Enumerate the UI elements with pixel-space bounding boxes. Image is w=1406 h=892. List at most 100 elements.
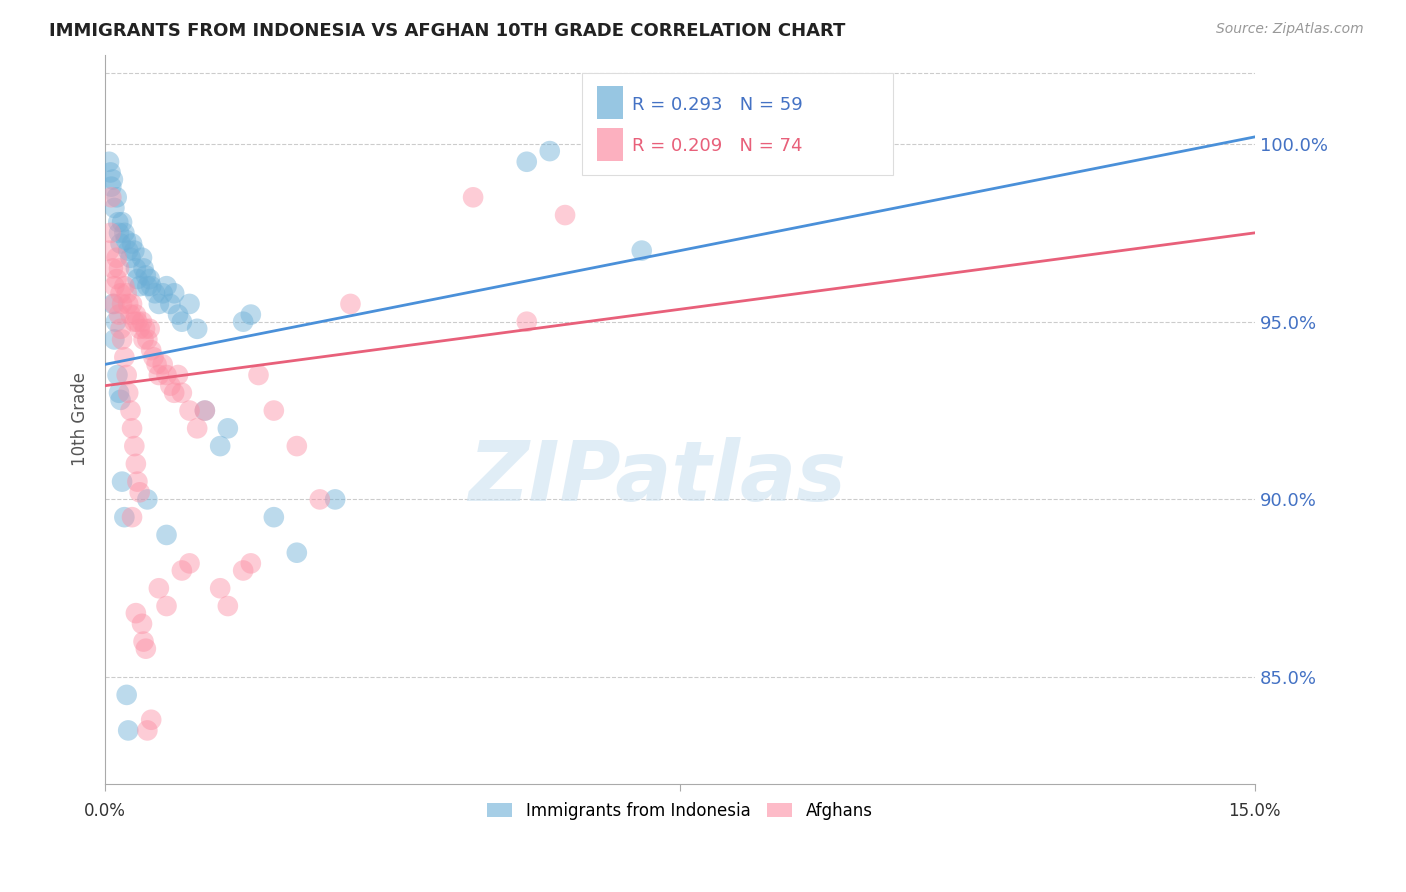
Point (136, 492, 159, 507)
Legend: Immigrants from Indonesia, Afghans: Immigrants from Indonesia, Afghans (481, 795, 879, 826)
Point (125, 308, 148, 322)
Point (263, 403, 285, 417)
Bar (598, 87, 623, 120)
Point (155, 368, 177, 382)
Point (135, 641, 157, 656)
Point (516, 154, 538, 169)
Point (217, 599, 239, 613)
Point (152, 357, 174, 371)
FancyBboxPatch shape (582, 73, 893, 176)
Point (554, 208, 576, 222)
Point (124, 315, 146, 329)
Point (152, 286, 174, 301)
Point (117, 385, 139, 400)
Point (110, 236, 132, 251)
Point (124, 439, 146, 453)
Point (120, 308, 142, 322)
Point (135, 268, 157, 283)
Point (155, 599, 177, 613)
Point (167, 308, 190, 322)
Point (101, 297, 124, 311)
Point (323, 492, 346, 507)
Point (136, 723, 159, 738)
Point (132, 261, 155, 276)
Point (125, 261, 148, 276)
Point (138, 322, 160, 336)
Point (131, 251, 153, 265)
Point (148, 581, 170, 595)
Point (121, 236, 143, 251)
Point (124, 244, 146, 258)
Point (101, 172, 124, 186)
Point (120, 251, 142, 265)
Point (141, 343, 163, 358)
Point (112, 279, 135, 293)
Point (141, 713, 163, 727)
Point (127, 475, 149, 489)
Point (538, 144, 561, 158)
Point (107, 368, 129, 382)
Point (98, 244, 121, 258)
Point (105, 251, 128, 265)
Point (155, 528, 177, 542)
Point (142, 350, 165, 364)
Point (121, 421, 143, 435)
Point (247, 368, 270, 382)
Point (209, 581, 232, 595)
Point (105, 272, 128, 286)
Point (179, 403, 201, 417)
Point (111, 333, 134, 347)
Point (136, 333, 159, 347)
Point (217, 421, 239, 435)
Text: R = 0.293   N = 59: R = 0.293 N = 59 (631, 95, 803, 113)
Point (127, 315, 149, 329)
Text: 0.0%: 0.0% (84, 802, 127, 820)
Point (115, 233, 138, 247)
Text: IMMIGRANTS FROM INDONESIA VS AFGHAN 10TH GRADE CORRELATION CHART: IMMIGRANTS FROM INDONESIA VS AFGHAN 10TH… (49, 22, 845, 40)
Point (179, 557, 201, 571)
Point (132, 634, 155, 648)
Point (115, 688, 138, 702)
Point (111, 297, 134, 311)
Point (103, 279, 125, 293)
Point (159, 297, 181, 311)
Point (141, 279, 163, 293)
Point (108, 308, 131, 322)
Point (148, 297, 170, 311)
Point (111, 215, 134, 229)
Point (98, 154, 121, 169)
Point (285, 439, 308, 453)
Point (115, 368, 138, 382)
Point (136, 279, 159, 293)
Point (194, 403, 217, 417)
Point (170, 385, 193, 400)
Point (145, 357, 167, 371)
Point (339, 297, 361, 311)
Point (128, 485, 150, 500)
Point (125, 606, 148, 620)
Point (209, 439, 232, 453)
Point (112, 510, 135, 524)
Y-axis label: 10th Grade: 10th Grade (72, 373, 89, 467)
Point (138, 272, 160, 286)
Point (134, 322, 156, 336)
Point (167, 368, 190, 382)
Point (263, 510, 285, 524)
Point (239, 308, 262, 322)
Point (148, 368, 170, 382)
Point (117, 723, 139, 738)
Point (108, 385, 131, 400)
Point (179, 297, 201, 311)
Point (516, 315, 538, 329)
Point (170, 564, 193, 578)
Point (100, 165, 122, 179)
Point (105, 190, 128, 204)
Point (121, 510, 143, 524)
Point (131, 315, 153, 329)
Point (103, 201, 125, 215)
Point (131, 616, 153, 631)
Point (143, 286, 166, 301)
Point (630, 244, 652, 258)
Point (186, 421, 208, 435)
Text: 15.0%: 15.0% (1229, 802, 1281, 820)
